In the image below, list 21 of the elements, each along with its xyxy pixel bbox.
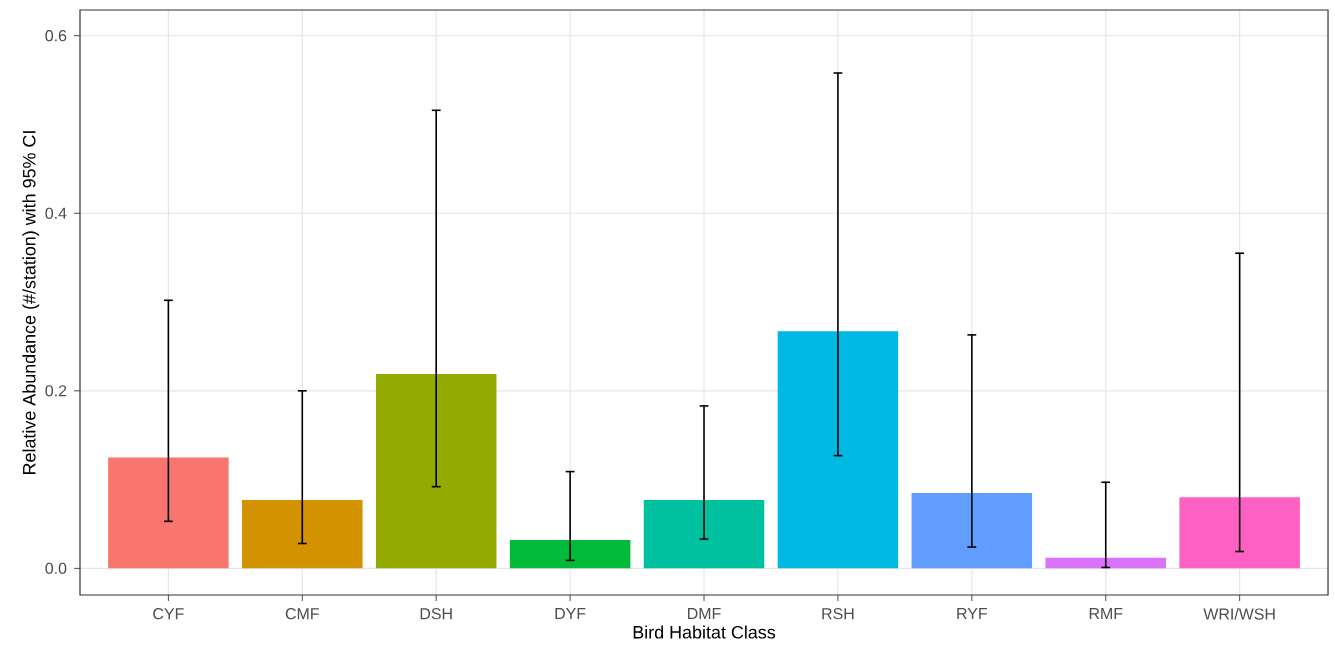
bar — [1045, 557, 1166, 569]
y-tick-label: 0.4 — [45, 207, 67, 219]
y-tick-label: 0.2 — [45, 385, 67, 397]
y-axis-title: Relative Abundance (#/station) with 95% CI — [22, 131, 40, 474]
x-tick-label: DMF — [688, 608, 721, 620]
y-tick-label: 0.0 — [45, 562, 67, 575]
bar — [1179, 497, 1300, 569]
y-tick-label: 0.6 — [45, 30, 67, 42]
x-tick-label: RSH — [822, 608, 854, 620]
bar — [509, 539, 631, 569]
x-tick-label: CYF — [153, 608, 184, 620]
x-tick-label: DYF — [555, 608, 586, 620]
x-tick-label: WRI/WSH — [1203, 608, 1275, 620]
x-axis-title: Bird Habitat Class — [633, 625, 776, 639]
bar — [242, 500, 363, 569]
x-tick-label: RMF — [1089, 608, 1123, 620]
bar — [643, 500, 765, 569]
x-tick-label: DSH — [420, 608, 452, 620]
bar — [911, 492, 1033, 569]
x-tick-label: RYF — [957, 608, 987, 620]
x-tick-label: CMF — [285, 608, 319, 620]
